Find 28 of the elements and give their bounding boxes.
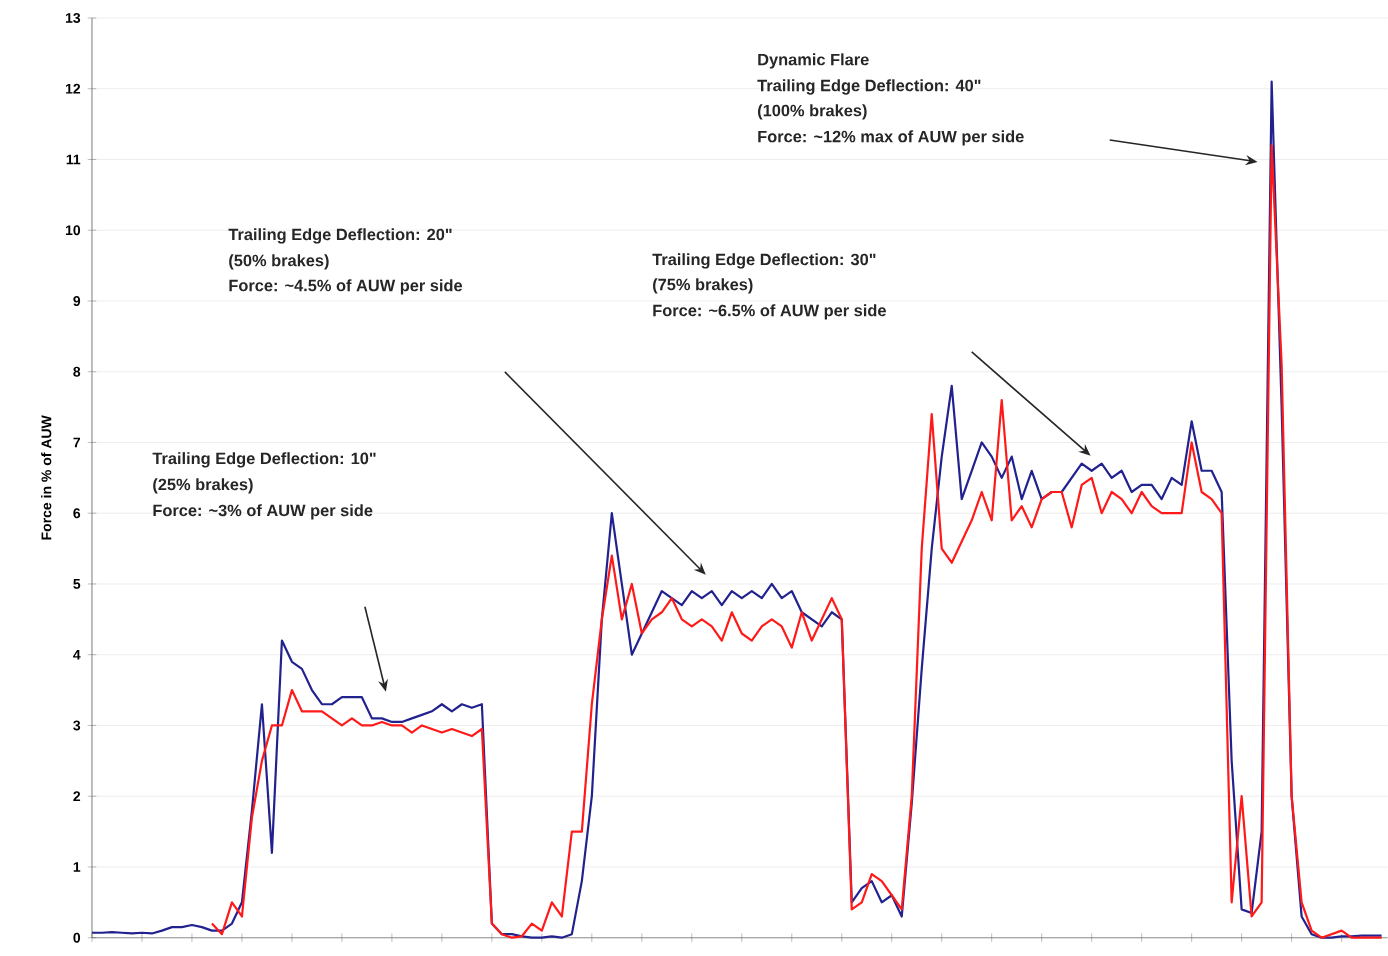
y-tick-label: 5 <box>73 579 81 589</box>
annotation: Trailing Edge Deflection: 10" <box>152 452 376 468</box>
y-tick-label: 1 <box>73 862 81 872</box>
y-tick-label: 2 <box>73 791 81 802</box>
annotation: Trailing Edge Deflection: 20" <box>228 228 452 244</box>
y-tick-label: 7 <box>73 437 81 448</box>
annotation: Force: ~3% of AUW per side <box>153 504 373 520</box>
annotation: Force: ~4.5% of AUW per side <box>229 279 463 295</box>
annotation: Force: ~6.5% of AUW per side <box>653 304 886 320</box>
y-tick-label: 8 <box>73 366 81 377</box>
annotation: Dynamic Flare <box>758 53 869 69</box>
y-tick-label: 12 <box>65 84 81 94</box>
y-tick-label: 3 <box>73 720 81 731</box>
annotation: (50% brakes) <box>229 254 329 270</box>
y-axis-title: Force in % of AUW <box>41 415 52 540</box>
annotation: (100% brakes) <box>758 104 867 120</box>
y-tick-label: 10 <box>65 225 81 236</box>
y-tick-label: 4 <box>73 650 81 660</box>
annotation: Force: ~12% max of AUW per side <box>758 130 1024 146</box>
y-tick-label: 0 <box>73 932 81 943</box>
y-tick-label: 11 <box>66 154 81 165</box>
annotation: (75% brakes) <box>653 278 753 294</box>
annotation: Trailing Edge Deflection: 30" <box>652 253 876 269</box>
y-tick-label: 9 <box>73 296 81 307</box>
y-tick-label: 13 <box>65 13 81 24</box>
y-tick-label: 6 <box>73 508 81 519</box>
annotation: Trailing Edge Deflection: 40" <box>757 79 981 95</box>
annotation: (25% brakes) <box>153 478 253 494</box>
